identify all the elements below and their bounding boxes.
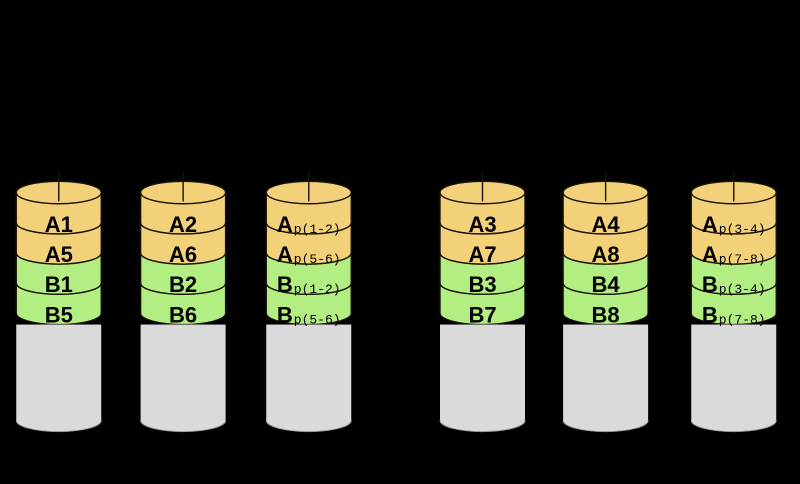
svg-text:B7: B7 [468, 302, 496, 327]
svg-text:A1: A1 [45, 212, 73, 237]
svg-text:A3: A3 [468, 212, 496, 237]
svg-text:B8: B8 [592, 302, 620, 327]
svg-text:A8: A8 [592, 242, 620, 267]
svg-text:A2: A2 [169, 212, 197, 237]
svg-text:A5: A5 [45, 242, 73, 267]
svg-text:A6: A6 [169, 242, 197, 267]
svg-text:B4: B4 [592, 272, 621, 297]
svg-text:B3: B3 [468, 272, 496, 297]
svg-text:B2: B2 [169, 272, 197, 297]
svg-text:B6: B6 [169, 302, 197, 327]
svg-text:A4: A4 [592, 212, 621, 237]
svg-text:B1: B1 [45, 272, 73, 297]
svg-text:A7: A7 [468, 242, 496, 267]
svg-text:B5: B5 [45, 302, 73, 327]
